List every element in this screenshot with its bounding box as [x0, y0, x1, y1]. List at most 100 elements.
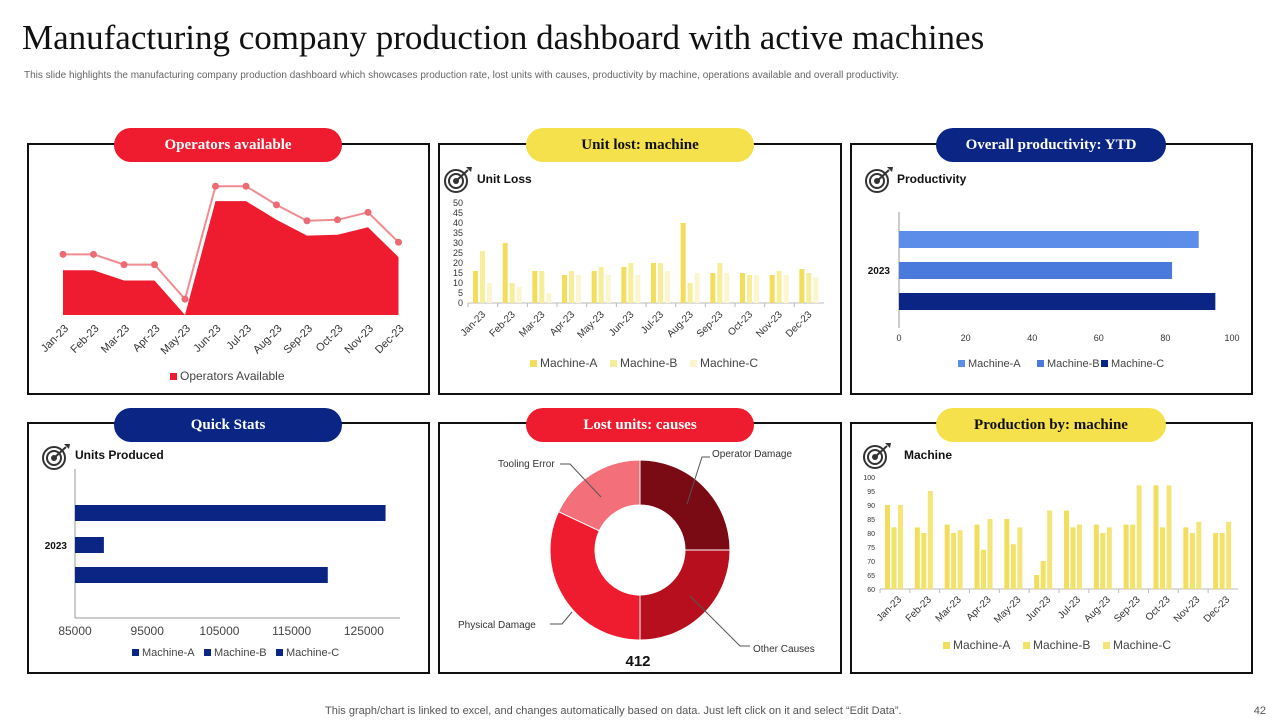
slice-label: Operator Damage [712, 449, 792, 460]
production-bar[interactable] [1123, 524, 1129, 589]
production-bar[interactable] [1219, 533, 1225, 589]
y-tick-label: 30 [453, 238, 463, 248]
production-bar[interactable] [1106, 527, 1112, 589]
unit-loss-legend-label: Machine-A [540, 356, 597, 370]
productivity-bar[interactable] [899, 293, 1216, 310]
unit-loss-bar[interactable] [665, 271, 670, 303]
unit-loss-bar[interactable] [628, 263, 634, 303]
production-bar[interactable] [891, 527, 897, 589]
productivity-chart[interactable]: Productivity 2023 0 20 40 60 80 100 Machine-A Mac… [852, 145, 1251, 393]
production-bar[interactable] [1226, 521, 1232, 589]
y-tick-label: 65 [867, 573, 875, 580]
production-bar[interactable] [898, 505, 903, 589]
production-bar[interactable] [1010, 544, 1016, 589]
production-bar[interactable] [1017, 527, 1023, 589]
unit-loss-bar[interactable] [576, 275, 581, 303]
production-bar[interactable] [1130, 524, 1136, 589]
production-bar[interactable] [1040, 561, 1046, 589]
production-bar[interactable] [1196, 521, 1202, 589]
unit-loss-bar[interactable] [591, 271, 597, 303]
production-bar[interactable] [1100, 533, 1106, 589]
unit-loss-bar[interactable] [480, 251, 485, 303]
units-produced-chart[interactable]: Units Produced 2023 85000 95000 105000 115000… [29, 424, 428, 672]
units-legend-label: Machine-B [214, 647, 267, 659]
unit-loss-bar[interactable] [621, 267, 627, 303]
production-bar[interactable] [1070, 527, 1076, 589]
production-bar[interactable] [957, 530, 963, 589]
unit-loss-bar[interactable] [694, 273, 700, 303]
unit-loss-bar[interactable] [532, 271, 538, 303]
legend-swatch [1103, 642, 1110, 649]
y-tick-label: 45 [453, 208, 463, 218]
production-bar[interactable] [1166, 485, 1172, 589]
unit-loss-bar[interactable] [754, 275, 759, 303]
production-bar[interactable] [885, 505, 890, 589]
unit-loss-bar[interactable] [651, 263, 656, 303]
production-bar[interactable] [981, 549, 986, 589]
unit-loss-bar[interactable] [813, 277, 819, 303]
unit-loss-bar[interactable] [473, 271, 478, 303]
donut-slice[interactable] [639, 549, 731, 641]
production-bar[interactable] [1047, 510, 1053, 589]
y-tick-label: 60 [867, 587, 875, 594]
unit-loss-bar[interactable] [658, 263, 663, 303]
unit-loss-bar[interactable] [717, 263, 723, 303]
unit-loss-bar[interactable] [747, 275, 752, 303]
production-bar[interactable] [1064, 510, 1069, 589]
production-bar[interactable] [974, 524, 980, 589]
unit-loss-bar[interactable] [502, 243, 508, 303]
unit-loss-bar[interactable] [562, 275, 567, 303]
unit-loss-bar[interactable] [605, 275, 611, 303]
unit-loss-bar[interactable] [806, 273, 812, 303]
unit-loss-bar[interactable] [635, 275, 641, 303]
production-bar[interactable] [1183, 527, 1189, 589]
lost-causes-chart[interactable]: Operator Damage Other Causes Physical Dama… [440, 424, 840, 672]
donut-slice[interactable] [639, 459, 731, 551]
production-bar[interactable] [1077, 524, 1082, 589]
unit-loss-bar[interactable] [598, 267, 604, 303]
production-bar[interactable] [944, 524, 950, 589]
production-bar[interactable] [1034, 575, 1040, 589]
units-bar[interactable] [75, 537, 104, 553]
unit-loss-bar[interactable] [687, 283, 693, 303]
production-bar[interactable] [921, 533, 927, 589]
production-bar[interactable] [1160, 527, 1165, 589]
production-bar[interactable] [1093, 524, 1099, 589]
production-bar[interactable] [1153, 485, 1159, 589]
productivity-bar[interactable] [899, 231, 1199, 248]
operators-panel: Jan-23 Feb-23 Mar-23 Apr-23 May-23 Jun-23 Jul-… [27, 143, 430, 395]
unit-loss-bar[interactable] [509, 283, 515, 303]
production-bar[interactable] [1189, 533, 1195, 589]
production-bar[interactable] [987, 519, 993, 589]
unit-loss-bar[interactable] [769, 275, 775, 303]
unit-loss-bar[interactable] [710, 273, 716, 303]
x-tick-label: Oct-23 [726, 309, 755, 338]
unit-loss-bar[interactable] [546, 293, 552, 303]
production-bar[interactable] [914, 527, 920, 589]
unit-loss-bar[interactable] [783, 275, 789, 303]
productivity-legend-label: Machine-C [1111, 358, 1164, 370]
unit-loss-bar[interactable] [680, 223, 686, 303]
unit-loss-bar[interactable] [799, 269, 805, 303]
unit-loss-bar[interactable] [516, 287, 522, 303]
x-tick-label: Jan-23 [875, 594, 905, 624]
production-bar[interactable] [1004, 519, 1010, 589]
x-tick-label: Jan-23 [459, 309, 489, 339]
production-bar[interactable] [927, 491, 933, 589]
unit-loss-bar[interactable] [539, 271, 545, 303]
units-bar[interactable] [75, 505, 386, 521]
donut-slice[interactable] [549, 511, 641, 641]
unit-loss-bar[interactable] [776, 271, 782, 303]
units-bar[interactable] [75, 567, 328, 583]
production-bar[interactable] [1136, 485, 1142, 589]
unit-loss-bar[interactable] [487, 283, 492, 303]
unit-loss-bar[interactable] [724, 273, 730, 303]
unit-loss-bar[interactable] [569, 271, 574, 303]
unit-loss-bar[interactable] [740, 273, 745, 303]
production-bar[interactable] [951, 533, 957, 589]
production-bar[interactable] [1213, 533, 1219, 589]
productivity-bar[interactable] [899, 262, 1173, 279]
